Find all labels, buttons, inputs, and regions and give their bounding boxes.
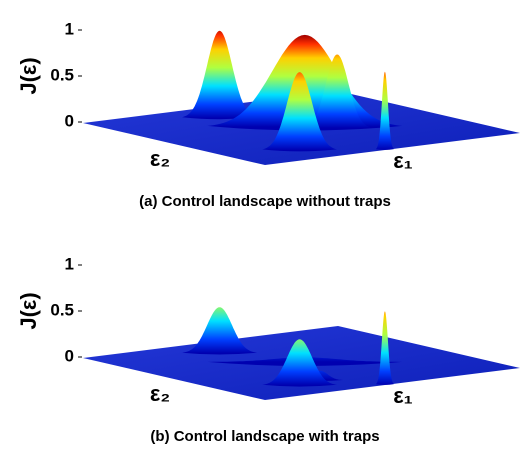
- z-tick-label: 1: [65, 254, 74, 273]
- z-tick-label: 0.5: [50, 65, 74, 84]
- peak: [375, 311, 394, 385]
- peak: [262, 72, 338, 152]
- z-axis-label: J(ε): [16, 292, 41, 329]
- z-tick-label: 0: [65, 111, 74, 130]
- peak: [303, 54, 371, 130]
- caption: (a) Control landscape without traps: [139, 193, 391, 210]
- z-axis-label: J(ε): [16, 57, 41, 94]
- peak: [262, 339, 338, 387]
- peak: [182, 307, 258, 355]
- peak: [182, 30, 258, 120]
- x-axis-label: ε₁: [393, 148, 413, 173]
- x-axis-label: ε₁: [393, 383, 413, 408]
- z-tick-label: 0: [65, 346, 74, 365]
- z-tick-label: 0.5: [50, 300, 74, 319]
- y-axis-label: ε₂: [150, 381, 170, 406]
- caption: (b) Control landscape with traps: [150, 428, 379, 445]
- y-axis-label: ε₂: [150, 146, 170, 171]
- peak: [375, 71, 394, 150]
- z-tick-label: 1: [65, 19, 74, 38]
